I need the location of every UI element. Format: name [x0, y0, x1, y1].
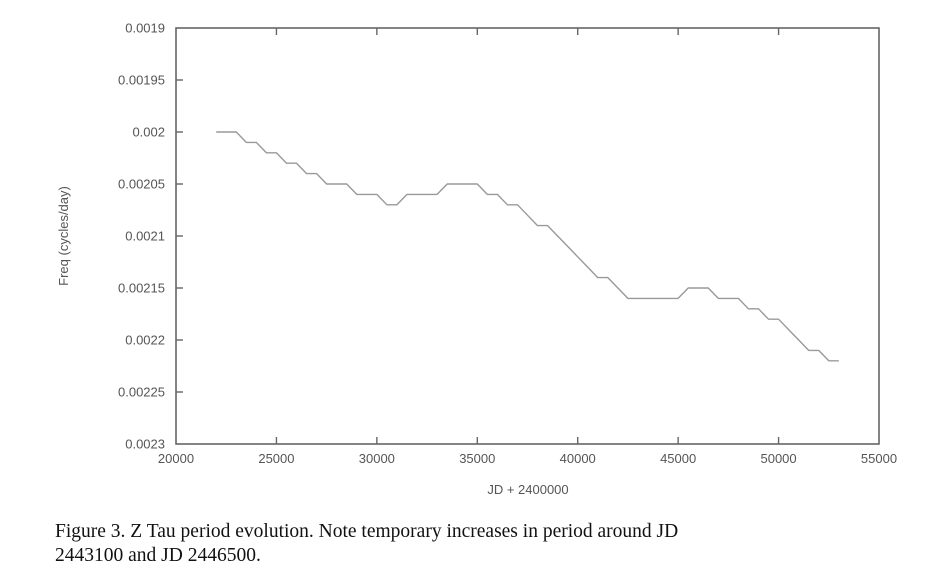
y-axis-ticks: 0.0019 0.00195 0.002 0.00205 0.0021 0.00215 0.…	[118, 21, 183, 452]
y-tick-label: 0.002	[132, 125, 165, 140]
x-axis-ticks: 20000 25000 30000 35000 40000 45000 50000 55000	[158, 28, 897, 466]
x-axis-title: JD + 2400000	[487, 482, 568, 497]
frequency-chart: 20000 25000 30000 35000 40000 45000 50000 55000…	[56, 21, 897, 498]
y-tick-label: 0.00225	[118, 385, 165, 400]
x-tick-label: 20000	[158, 451, 194, 466]
x-tick-label: 25000	[258, 451, 294, 466]
x-tick-label: 35000	[459, 451, 495, 466]
y-tick-label: 0.00205	[118, 177, 165, 192]
y-tick-label: 0.00195	[118, 73, 165, 88]
x-tick-label: 55000	[861, 451, 897, 466]
y-tick-label: 0.00215	[118, 281, 165, 296]
plot-border	[175, 27, 880, 445]
series-layer	[216, 131, 839, 362]
x-tick-label: 45000	[660, 451, 696, 466]
y-tick-label: 0.0019	[125, 21, 165, 36]
y-axis-title: Freq (cycles/day)	[56, 186, 71, 286]
x-tick-label: 50000	[760, 451, 796, 466]
y-tick-label: 0.0022	[125, 333, 165, 348]
series-line	[216, 131, 839, 362]
figure-caption: Figure 3. Z Tau period evolution. Note t…	[55, 520, 925, 568]
x-tick-label: 40000	[560, 451, 596, 466]
x-tick-label: 30000	[359, 451, 395, 466]
plot-frame	[175, 27, 880, 445]
y-tick-label: 0.0021	[125, 229, 165, 244]
y-tick-label: 0.0023	[125, 437, 165, 452]
caption-line-1: Figure 3. Z Tau period evolution. Note t…	[55, 521, 679, 542]
caption-line-2: 2443100 and JD 2446500.	[55, 545, 261, 566]
